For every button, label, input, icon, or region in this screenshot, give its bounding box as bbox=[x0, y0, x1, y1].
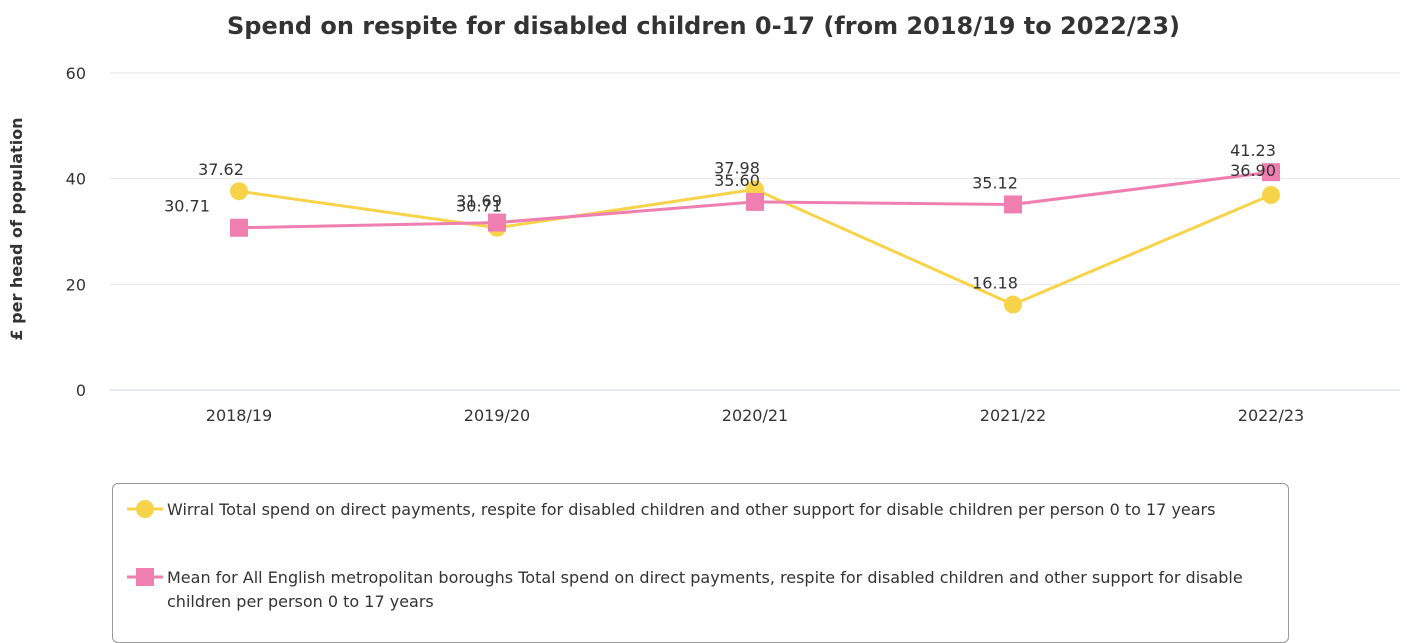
legend-label: Mean for All English metropolitan boroug… bbox=[167, 568, 1243, 611]
data-point-square[interactable] bbox=[230, 218, 248, 237]
data-point-circle[interactable] bbox=[1262, 186, 1280, 205]
chart-title: Spend on respite for disabled children 0… bbox=[226, 12, 1180, 40]
x-tick-label: 2020/21 bbox=[722, 406, 788, 425]
axes: 0 20 40 60 2018/19 2019/20 2020/21 2021/22 2022/… bbox=[66, 64, 1305, 425]
x-tick-label: 2018/19 bbox=[206, 406, 272, 425]
series-lines bbox=[230, 163, 1280, 314]
data-label: 31.69 bbox=[456, 192, 502, 211]
legend-square-marker bbox=[127, 566, 163, 588]
data-label: 41.23 bbox=[1230, 141, 1276, 160]
y-axis-title: £ per head of population bbox=[7, 117, 26, 340]
data-point-square[interactable] bbox=[488, 213, 506, 232]
x-tick-label: 2022/23 bbox=[1238, 406, 1304, 425]
data-label: 36.90 bbox=[1230, 161, 1276, 180]
data-label: 35.60 bbox=[714, 171, 760, 190]
gridlines bbox=[110, 72, 1400, 391]
legend: Wirral Total spend on direct payments, r… bbox=[112, 483, 1289, 643]
legend-item-mean[interactable]: Mean for All English metropolitan boroug… bbox=[127, 566, 1277, 614]
y-tick-label: 40 bbox=[66, 170, 86, 189]
data-label: 37.62 bbox=[198, 160, 244, 179]
data-point-square[interactable] bbox=[746, 192, 764, 211]
x-tick-label: 2019/20 bbox=[464, 406, 530, 425]
legend-label: Wirral Total spend on direct payments, r… bbox=[167, 500, 1216, 519]
data-label: 16.18 bbox=[972, 274, 1018, 293]
data-point-circle[interactable] bbox=[230, 182, 248, 201]
y-tick-label: 60 bbox=[66, 64, 86, 83]
legend-circle-marker bbox=[127, 498, 163, 520]
legend-item-wirral[interactable]: Wirral Total spend on direct payments, r… bbox=[127, 498, 1277, 522]
data-label: 35.12 bbox=[972, 173, 1018, 192]
y-tick-label: 20 bbox=[66, 275, 86, 294]
data-point-square[interactable] bbox=[1262, 163, 1280, 182]
data-point-circle[interactable] bbox=[1004, 295, 1022, 314]
data-label: 37.98 bbox=[714, 158, 760, 177]
y-tick-label: 0 bbox=[76, 381, 86, 400]
line-chart: 0 20 40 60 2018/19 2019/20 2020/21 2021/22 2022/… bbox=[7, 64, 1400, 425]
data-point-square[interactable] bbox=[1004, 195, 1022, 214]
data-label: 30.71 bbox=[456, 197, 502, 216]
data-label: 30.71 bbox=[164, 197, 210, 216]
x-tick-label: 2021/22 bbox=[980, 406, 1046, 425]
